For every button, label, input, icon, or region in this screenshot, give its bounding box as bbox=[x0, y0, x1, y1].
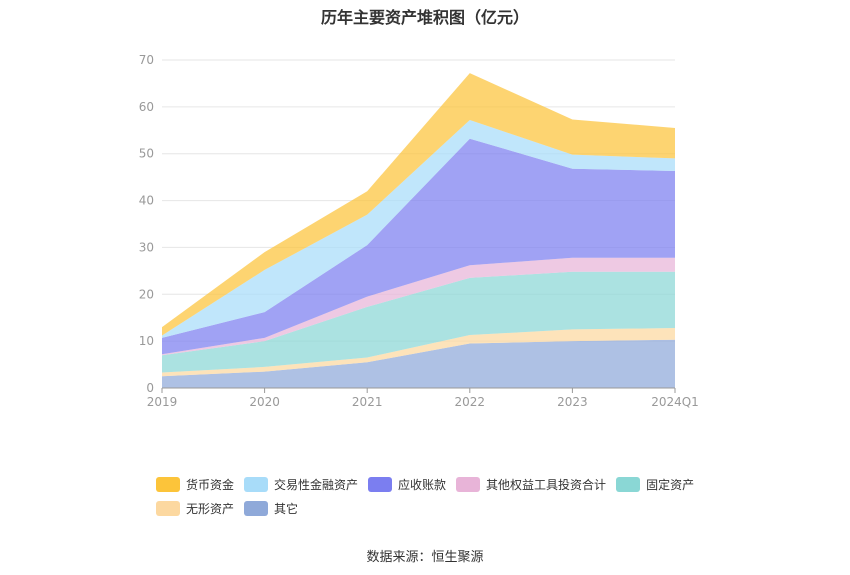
x-tick-label: 2023 bbox=[557, 395, 588, 409]
axes: 2019 2020 2021 2022 2023 2024Q1 bbox=[147, 387, 699, 409]
legend-label: 固定资产 bbox=[646, 477, 695, 492]
legend: 货币资金 交易性金融资产 应收账款 其他权益工具投资合计 固定资产 无形资产 其它 bbox=[156, 472, 716, 520]
area-其他权益工具投资合计[interactable] bbox=[162, 257, 675, 356]
legend-item[interactable]: 无形资产 bbox=[156, 500, 234, 517]
area-货币资金[interactable] bbox=[162, 73, 675, 336]
chart-title: 历年主要资产堆积图（亿元） bbox=[320, 8, 529, 27]
legend-swatch bbox=[244, 500, 269, 516]
legend-item[interactable]: 固定资产 bbox=[616, 476, 694, 493]
legend-item[interactable]: 货币资金 bbox=[156, 476, 234, 493]
legend-swatch bbox=[616, 476, 641, 492]
legend-item[interactable]: 交易性金融资产 bbox=[244, 476, 358, 493]
area-其它[interactable] bbox=[162, 339, 675, 388]
legend-swatch bbox=[244, 476, 269, 492]
x-tick-label: 2021 bbox=[352, 395, 383, 409]
legend-swatch bbox=[456, 476, 481, 492]
x-tick-label: 2020 bbox=[249, 395, 280, 409]
legend-swatch bbox=[156, 476, 180, 492]
y-tick-label: 50 bbox=[139, 147, 154, 161]
legend-label: 其它 bbox=[274, 501, 299, 516]
area-应收账款[interactable] bbox=[162, 138, 675, 355]
y-tick-label: 70 bbox=[139, 53, 154, 67]
x-tick-label: 2024Q1 bbox=[651, 395, 699, 409]
y-tick-label: 60 bbox=[139, 100, 154, 114]
x-tick-label: 2019 bbox=[147, 395, 178, 409]
legend-row: 货币资金 交易性金融资产 应收账款 其他权益工具投资合计 固定资产 bbox=[156, 472, 716, 496]
legend-item[interactable]: 其他权益工具投资合计 bbox=[456, 476, 606, 493]
legend-label: 应收账款 bbox=[398, 477, 447, 492]
y-tick-label: 0 bbox=[146, 381, 154, 395]
y-tick-label: 20 bbox=[139, 287, 154, 301]
legend-label: 交易性金融资产 bbox=[274, 477, 359, 492]
area-固定资产[interactable] bbox=[162, 271, 675, 373]
stacked-area-chart: 0 10 20 30 40 50 60 70 2019 2020 2021 2022 2023 2024… bbox=[139, 53, 699, 409]
x-tick-label: 2022 bbox=[455, 395, 486, 409]
area-交易性金融资产[interactable] bbox=[162, 119, 675, 338]
y-tick-label: 10 bbox=[139, 334, 154, 348]
legend-label: 无形资产 bbox=[186, 501, 235, 516]
legend-label: 其他权益工具投资合计 bbox=[486, 477, 607, 492]
legend-item[interactable]: 其它 bbox=[244, 500, 298, 517]
legend-swatch bbox=[368, 476, 393, 492]
legend-row: 无形资产 其它 bbox=[156, 496, 716, 520]
legend-swatch bbox=[156, 500, 180, 516]
y-tick-label: 40 bbox=[139, 194, 154, 208]
legend-item[interactable]: 应收账款 bbox=[368, 476, 446, 493]
y-tick-label: 30 bbox=[139, 240, 154, 254]
area-无形资产[interactable] bbox=[162, 328, 675, 377]
area-series bbox=[162, 73, 675, 388]
source-text: 数据来源：恒生聚源 bbox=[366, 550, 484, 565]
legend-label: 货币资金 bbox=[186, 477, 235, 492]
